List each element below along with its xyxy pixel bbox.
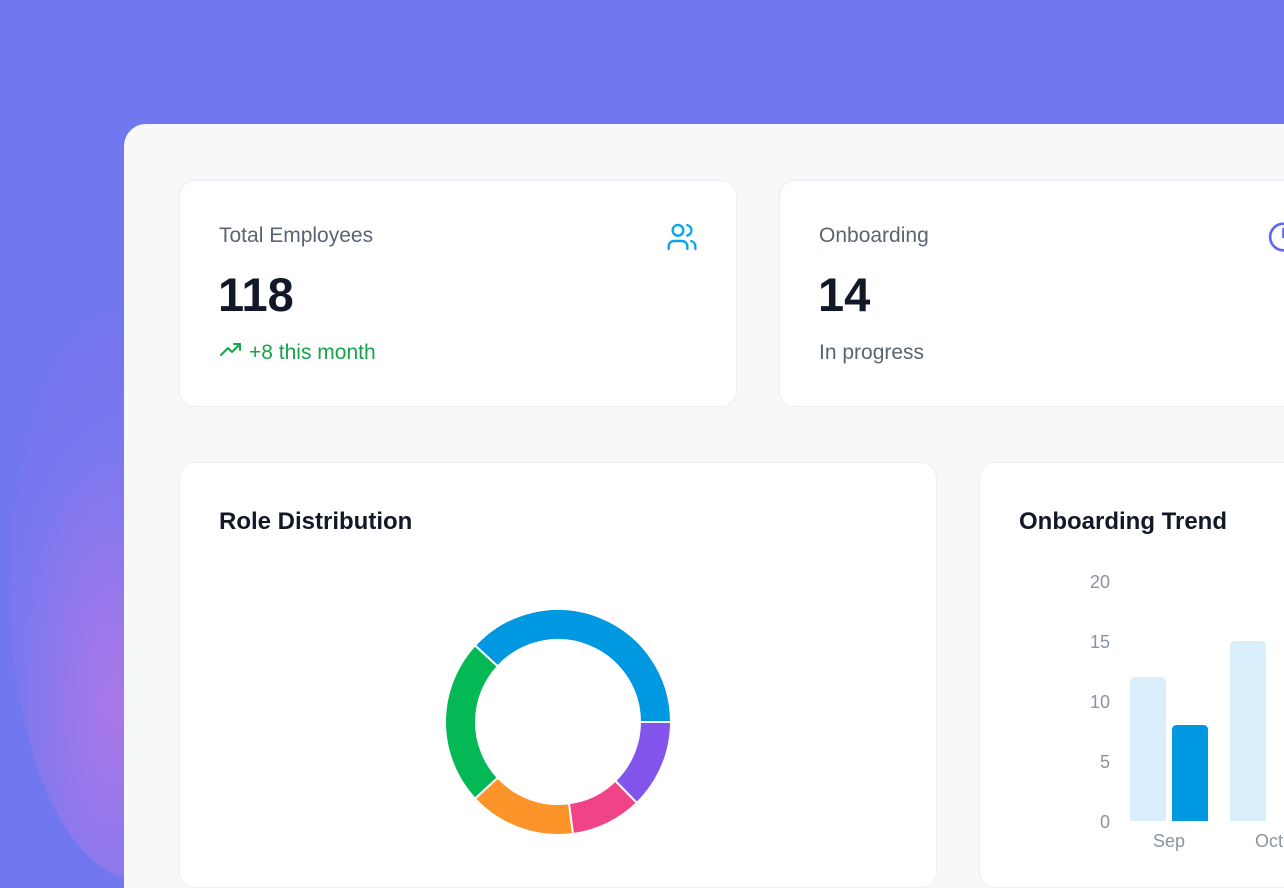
stat-label: Onboarding: [819, 224, 929, 247]
role-distribution-card: Role Distribution: [179, 462, 937, 888]
bar[interactable]: [1130, 677, 1166, 821]
y-tick-label: 5: [1100, 752, 1110, 772]
stat-value: 14: [818, 268, 871, 321]
stat-trend-text: +8 this month: [249, 341, 376, 364]
y-tick-label: 10: [1090, 692, 1110, 712]
stat-label: Total Employees: [219, 224, 374, 247]
y-tick-label: 0: [1100, 812, 1110, 832]
trending-up-icon: [219, 341, 243, 365]
donut-slice[interactable]: [444, 643, 500, 801]
bar[interactable]: [1172, 725, 1208, 821]
bar[interactable]: [1230, 641, 1266, 821]
chart-title: Role Distribution: [219, 508, 413, 535]
chart-title: Onboarding Trend: [1019, 508, 1227, 535]
users-icon: [666, 221, 698, 258]
stat-value: 118: [218, 268, 294, 321]
role-distribution-donut: [444, 608, 673, 836]
stat-card-onboarding: Onboarding 14 In progress: [779, 180, 1284, 407]
x-tick-label: Sep: [1153, 831, 1185, 851]
y-tick-label: 15: [1090, 632, 1110, 652]
x-tick-label: Oct: [1255, 831, 1283, 851]
stat-trend: +8 this month: [219, 341, 376, 365]
stat-card-total-employees: Total Employees 118 +8 this month: [179, 180, 737, 407]
onboarding-trend-bar-chart: 0 5 10 15 20 Sep Oct: [1090, 572, 1283, 851]
y-tick-label: 20: [1090, 572, 1110, 592]
donut-slice[interactable]: [473, 608, 673, 723]
stat-sub: In progress: [819, 341, 925, 364]
onboarding-trend-card: Onboarding Trend 0 5 10 15 20 Sep Oct: [979, 462, 1284, 888]
clock-icon: [1266, 221, 1284, 258]
dashboard-panel: Total Employees 118 +8 this month Onboar…: [124, 124, 1284, 888]
